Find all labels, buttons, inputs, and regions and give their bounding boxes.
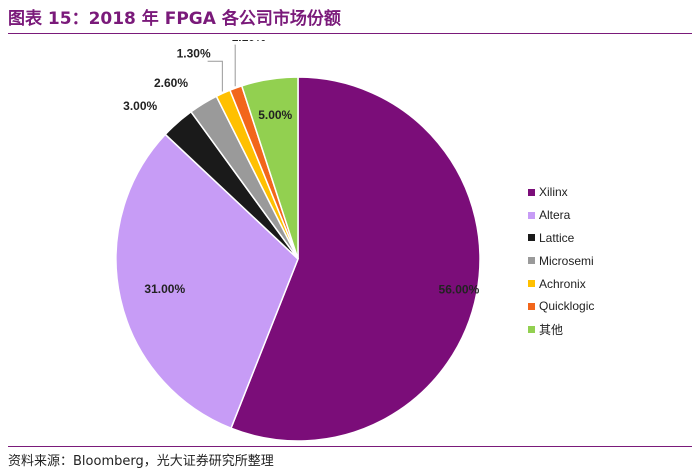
data-label: 1.30%: [177, 46, 211, 60]
legend-swatch: [528, 280, 535, 288]
data-label: 3.00%: [123, 99, 157, 113]
pie-slice-altera: [115, 133, 299, 430]
data-label: 1.10%: [232, 40, 266, 44]
title-divider: [8, 33, 692, 34]
data-label: 5.00%: [258, 108, 292, 122]
legend-swatch: [528, 188, 535, 196]
label-leader-lines: [207, 44, 236, 92]
data-label: 31.00%: [144, 282, 185, 296]
source-note: 资料来源：Bloomberg，光大证券研究所整理: [8, 454, 274, 469]
legend-label: 其他: [539, 322, 564, 337]
legend-label: Microsemi: [539, 253, 594, 268]
legend-swatch: [528, 211, 535, 219]
data-label: 2.60%: [154, 76, 188, 90]
legend-item: Lattice: [528, 227, 594, 250]
legend-label: Lattice: [539, 230, 575, 245]
legend-swatch: [528, 257, 535, 265]
legend-swatch: [528, 302, 535, 310]
data-label: 56.00%: [439, 283, 480, 297]
source-divider: [8, 446, 692, 447]
pie-slice-xilinx: [230, 76, 481, 442]
legend-item: Xilinx: [528, 181, 594, 204]
legend-item: Quicklogic: [528, 295, 594, 318]
legend-item: Achronix: [528, 272, 594, 295]
leader-line: [207, 60, 223, 92]
pie-slice--other: [240, 76, 299, 260]
legend-swatch: [528, 234, 535, 242]
legend-label: Altera: [539, 208, 571, 223]
leader-line: [234, 44, 236, 87]
pie-slices: [115, 76, 481, 442]
pie-chart: 56.00% 31.00% 3.00% 2.60% 1.30% 1.10% 5.00%: [115, 40, 481, 442]
data-labels: 56.00% 31.00% 3.00% 2.60% 1.30% 1.10% 5.00%: [123, 40, 479, 297]
legend-item: Microsemi: [528, 249, 594, 272]
legend-item: Altera: [528, 204, 594, 227]
legend-label: Achronix: [539, 276, 586, 291]
legend-label: Quicklogic: [539, 299, 595, 314]
legend-item: 其他: [528, 318, 594, 341]
legend-label: Xilinx: [539, 185, 568, 200]
chart-legend: Xilinx Altera Lattice Microsemi Achronix Quic…: [528, 181, 594, 341]
figure-title: 图表 15：2018 年 FPGA 各公司市场份额: [8, 9, 341, 29]
legend-swatch: [528, 325, 535, 333]
